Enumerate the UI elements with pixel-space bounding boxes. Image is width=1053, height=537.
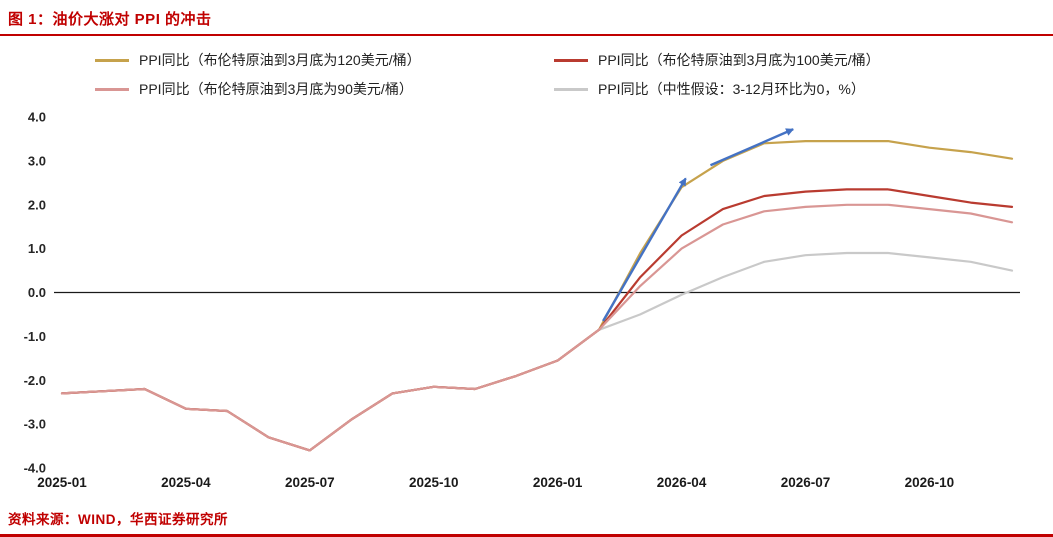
legend-label: PPI同比（中性假设：3-12月环比为0，%） xyxy=(598,81,865,97)
y-tick-label: -1.0 xyxy=(24,329,46,344)
legend-line-swatch xyxy=(554,87,588,91)
legend-item-1: PPI同比（布伦特原油到3月底为120美元/桶） xyxy=(95,50,554,70)
trend-arrow-1 xyxy=(602,177,687,322)
legend-line-swatch xyxy=(95,58,129,62)
x-tick-label: 2025-04 xyxy=(161,475,211,490)
series-line-4 xyxy=(60,251,1014,452)
x-tick-label: 2026-10 xyxy=(905,475,955,490)
figure-header: 图 1：油价大涨对 PPI 的冲击 xyxy=(0,0,1053,36)
y-tick-label: 2.0 xyxy=(28,197,46,212)
data-source-note: 资料来源：WIND，华西证券研究所 xyxy=(8,512,228,527)
y-tick-label: -2.0 xyxy=(24,373,46,388)
y-tick-label: 0.0 xyxy=(28,285,46,300)
figure-title: 图 1：油价大涨对 PPI 的冲击 xyxy=(8,11,212,28)
y-tick-label: -3.0 xyxy=(24,417,46,432)
x-tick-label: 2026-07 xyxy=(781,475,831,490)
legend-item-2: PPI同比（布伦特原油到3月底为100美元/桶） xyxy=(554,50,1013,70)
y-tick-label: 4.0 xyxy=(28,110,46,125)
legend-label: PPI同比（布伦特原油到3月底为100美元/桶） xyxy=(598,52,880,68)
y-tick-label: 1.0 xyxy=(28,241,46,256)
x-tick-label: 2026-04 xyxy=(657,475,707,490)
legend-item-4: PPI同比（中性假设：3-12月环比为0，%） xyxy=(554,79,1013,99)
series-line-1 xyxy=(60,139,1014,452)
chart-legend: PPI同比（布伦特原油到3月底为120美元/桶） PPI同比（布伦特原油到3月底为… xyxy=(95,50,1013,99)
series-line-3 xyxy=(60,203,1014,452)
x-tick-label: 2025-07 xyxy=(285,475,335,490)
legend-label: PPI同比（布伦特原油到3月底为90美元/桶） xyxy=(139,81,413,97)
legend-line-swatch xyxy=(95,87,129,91)
x-tick-label: 2025-01 xyxy=(37,475,87,490)
legend-line-swatch xyxy=(554,58,588,62)
y-tick-label: 3.0 xyxy=(28,153,46,168)
y-tick-label: -4.0 xyxy=(24,461,46,476)
chart-area: 4.0 3.0 2.0 1.0 0.0 -1.0 -2.0 -3.0 -4.0 2025-01 20… xyxy=(0,101,1053,498)
x-tick-label: 2025-10 xyxy=(409,475,459,490)
legend-item-3: PPI同比（布伦特原油到3月底为90美元/桶） xyxy=(95,79,554,99)
legend-label: PPI同比（布伦特原油到3月底为120美元/桶） xyxy=(139,52,421,68)
x-tick-label: 2026-01 xyxy=(533,475,583,490)
trend-arrow-2 xyxy=(709,128,795,167)
series-line-2 xyxy=(60,188,1014,452)
